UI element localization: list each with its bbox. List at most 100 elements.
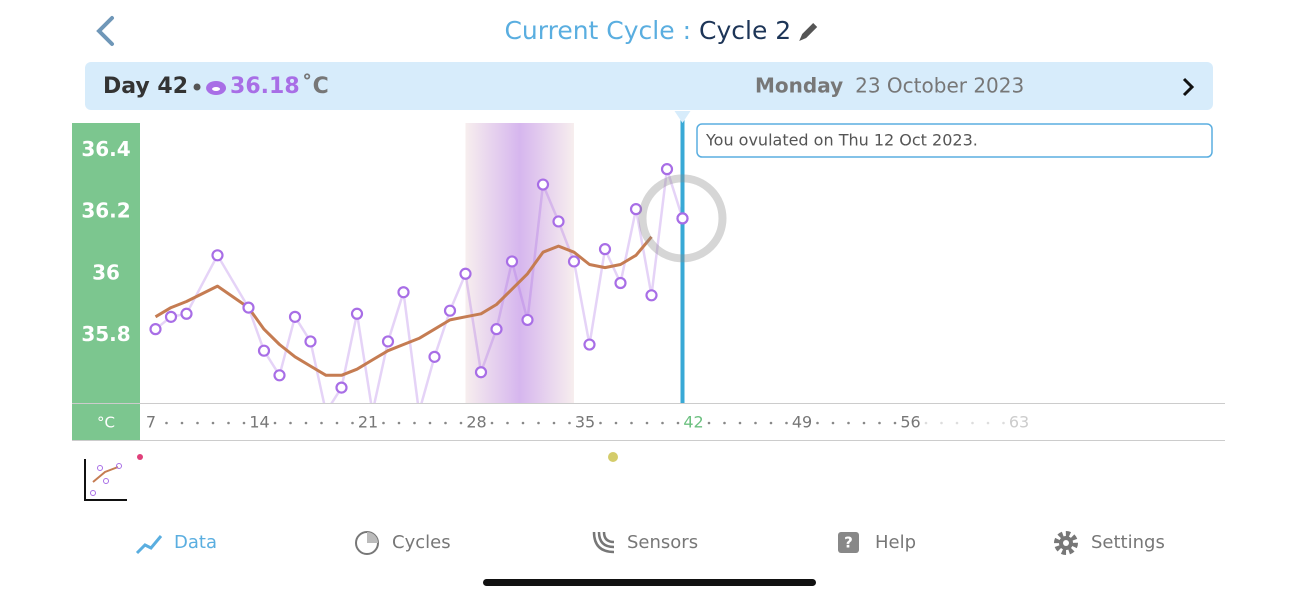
temperature-point xyxy=(381,335,395,348)
y-tick-label: 36 xyxy=(92,260,120,284)
day-dot xyxy=(196,421,199,425)
day-dot xyxy=(816,421,819,425)
overlay xyxy=(638,111,727,403)
temperature-point xyxy=(304,335,317,348)
cycle-name: Cycle 2 xyxy=(699,16,791,45)
temperature-point xyxy=(321,407,331,417)
event-dot xyxy=(137,454,143,460)
temperature-point xyxy=(583,338,596,351)
edit-button[interactable] xyxy=(799,23,818,41)
y-unit: °C xyxy=(97,414,115,432)
day-dot xyxy=(893,421,897,425)
x-tick-label: 14 xyxy=(249,413,269,432)
day-dot xyxy=(304,421,308,425)
day-dot xyxy=(614,421,618,425)
day-dot xyxy=(552,421,556,425)
day-dot xyxy=(289,421,292,425)
temperature-point xyxy=(149,323,162,336)
day-dot xyxy=(754,421,757,425)
temperature-point xyxy=(505,255,519,268)
day-dot xyxy=(413,421,416,425)
x-tick-label: 49 xyxy=(792,413,812,432)
tab[interactable]: Settings xyxy=(1054,531,1165,555)
tab-icon xyxy=(135,535,163,555)
day-dot xyxy=(165,421,168,425)
day-dot xyxy=(506,421,509,425)
day-dot xyxy=(769,421,773,425)
day-dot xyxy=(878,421,881,425)
temperature-point xyxy=(350,307,364,320)
temperature-point xyxy=(459,267,472,280)
tab-label: Help xyxy=(875,532,916,553)
temperature-point xyxy=(629,203,643,216)
day-dot xyxy=(444,421,447,425)
x-tick-label: 21 xyxy=(358,413,378,432)
tab-icon xyxy=(355,531,379,555)
x-tick-label: 7 xyxy=(146,413,156,432)
day-dot xyxy=(831,421,835,425)
tab[interactable]: Cycles xyxy=(355,531,451,555)
temperature-point xyxy=(273,369,286,382)
temperature-point xyxy=(257,344,271,357)
day-dot xyxy=(862,421,866,425)
tab[interactable]: Data xyxy=(135,532,217,555)
temperature-line xyxy=(154,168,684,403)
temperature-point xyxy=(598,243,612,256)
tab-icon xyxy=(592,531,615,554)
tab-label: Data xyxy=(174,532,217,553)
temperature-point xyxy=(397,286,410,299)
day-dot xyxy=(227,421,230,425)
day-dot xyxy=(568,421,571,425)
x-tick-label: 56 xyxy=(900,413,920,432)
temperature-point xyxy=(414,407,424,417)
temperature-point xyxy=(521,313,534,327)
day-dot xyxy=(351,421,354,425)
chart-thumbnail[interactable] xyxy=(84,459,127,501)
tab-icon xyxy=(1054,531,1078,555)
day-dot xyxy=(459,421,463,425)
y-tick-label: 36.2 xyxy=(81,199,130,223)
temperature-point xyxy=(443,304,457,317)
title-prefix: Current Cycle : xyxy=(504,16,691,45)
day-dot xyxy=(986,421,990,425)
day-dot xyxy=(924,421,928,425)
x-tick-label: 35 xyxy=(575,413,595,432)
today-pointer xyxy=(674,111,691,123)
temperature-point xyxy=(645,289,658,302)
tab[interactable]: ? Help xyxy=(838,532,916,553)
day-dot xyxy=(490,421,494,425)
temp-icon xyxy=(206,81,227,95)
info-bar xyxy=(85,62,1213,110)
y-tick-label: 36.4 xyxy=(81,137,130,161)
tab-icon: ? xyxy=(838,532,859,553)
temperature-point xyxy=(474,366,488,379)
average-line xyxy=(154,235,653,377)
next-button[interactable] xyxy=(1182,77,1195,97)
day-dot xyxy=(180,421,184,425)
home-indicator xyxy=(483,579,816,586)
day-dot xyxy=(211,421,215,425)
annotation-box xyxy=(696,123,1213,158)
temperature-point xyxy=(552,215,565,228)
day-dot xyxy=(645,421,649,425)
day-dot xyxy=(661,421,664,425)
day-dot xyxy=(382,421,385,425)
temperature-point xyxy=(335,381,348,394)
plot xyxy=(149,123,689,417)
weekday: Monday xyxy=(755,74,843,98)
temperature-unit: ˚C xyxy=(302,74,329,99)
day-dot xyxy=(242,421,246,425)
day-dot xyxy=(707,421,711,425)
day-dot xyxy=(738,421,742,425)
day-dot xyxy=(940,421,943,425)
tab-label: Sensors xyxy=(627,532,698,553)
day-dot xyxy=(955,421,959,425)
tab[interactable]: Sensors xyxy=(592,531,698,554)
temperature-point xyxy=(490,323,503,336)
day-dot xyxy=(599,421,602,425)
day-dot xyxy=(676,421,680,425)
event-dot xyxy=(608,452,618,462)
temperature: 36.18 xyxy=(230,74,300,99)
back-button[interactable] xyxy=(96,16,114,46)
